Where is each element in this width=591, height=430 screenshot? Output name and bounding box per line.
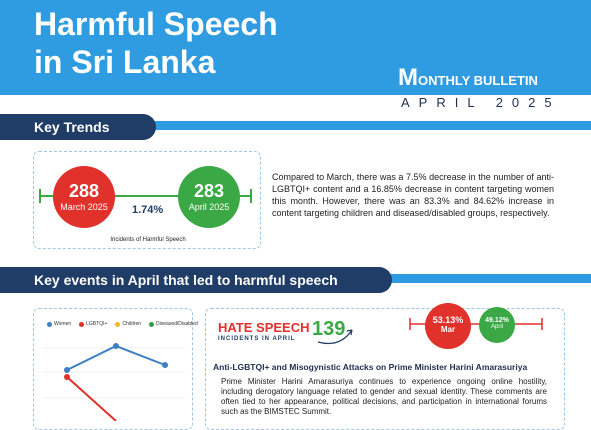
title-line-1: Harmful Speech <box>34 6 278 42</box>
april-share-label: April <box>490 324 503 330</box>
women-point <box>113 343 119 349</box>
march-circle: 288 March 2025 <box>53 166 115 228</box>
bulletin-month: APRIL 2025 <box>401 95 561 110</box>
march-value: 288 <box>68 181 100 201</box>
line-chart <box>42 343 185 421</box>
hate-count: 139 <box>312 318 346 340</box>
trend-box <box>33 151 261 249</box>
chart-legend: Women LGBTQI+ Children Diseased/Disabled <box>47 321 198 327</box>
section-strip <box>0 121 591 130</box>
march-share-label: Mar <box>440 325 456 334</box>
april-share-circle: 49.12% April <box>479 307 515 343</box>
bulletin-initial: M <box>398 64 418 91</box>
header-banner <box>0 0 591 95</box>
march-label: March 2025 <box>60 202 108 212</box>
lgbtqi-point <box>64 374 70 380</box>
bulletin-text: ONTHLY BULLETIN <box>418 73 538 88</box>
hate-speech-label: HATE SPEECH <box>218 320 310 335</box>
hate-speech-sublabel: INCIDENTS IN APRIL <box>218 336 296 342</box>
bulletin-label: MONTHLY BULLETIN <box>398 64 538 92</box>
title-line-2: in Sri Lanka <box>34 44 216 80</box>
key-trends-heading: Key Trends <box>0 114 156 140</box>
legend-diseased: Diseased/Disabled <box>149 321 198 327</box>
april-share: 49.12% <box>485 317 509 324</box>
march-share-circle: 53.13% Mar <box>425 303 471 349</box>
march-share: 53.13% <box>432 315 464 325</box>
page-title: Harmful Speech in Sri Lanka <box>34 5 278 81</box>
april-circle: 283 April 2025 <box>178 166 240 228</box>
women-point <box>162 362 168 368</box>
april-value: 283 <box>193 181 225 201</box>
legend-children: Children <box>115 321 141 327</box>
april-label: April 2025 <box>188 202 230 212</box>
event-graphics <box>317 318 543 345</box>
legend-women: Women <box>47 321 71 327</box>
event-title: Anti-LGBTQI+ and Misogynistic Attacks on… <box>213 362 528 372</box>
legend-lgbtqi: LGBTQI+ <box>79 321 107 327</box>
change-percent: 1.74% <box>132 204 164 216</box>
key-events-heading: Key events in April that led to harmful … <box>0 267 392 293</box>
trend-caption: Incidents of Harmful Speech <box>110 237 186 243</box>
lgbtqi-series <box>66 376 117 421</box>
trend-paragraph: Compared to March, there was a 7.5% decr… <box>272 172 554 218</box>
event-text: Prime Minister Harini Amarasuriya contin… <box>221 377 547 416</box>
women-point <box>64 367 70 373</box>
